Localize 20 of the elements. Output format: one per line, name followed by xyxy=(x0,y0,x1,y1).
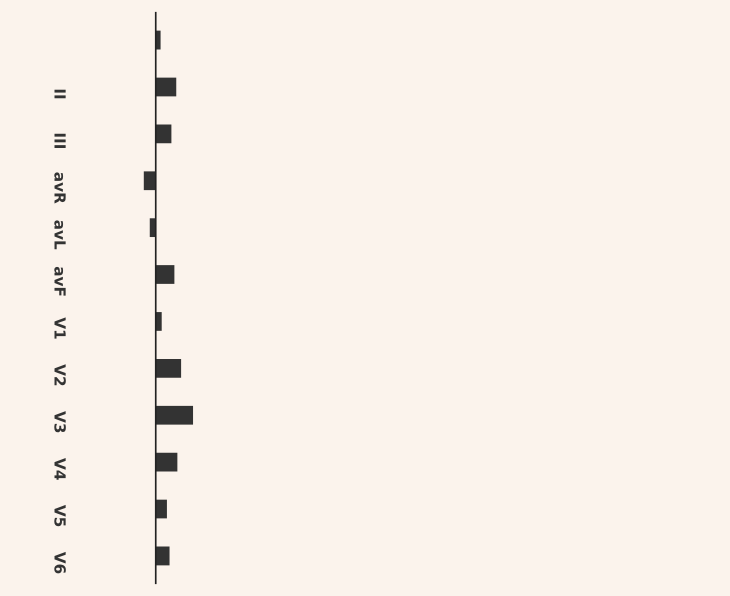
bar xyxy=(156,406,194,425)
bar xyxy=(156,500,167,518)
bar xyxy=(156,358,182,378)
bar xyxy=(156,546,170,566)
bar xyxy=(156,78,176,96)
y-tick-label: II xyxy=(54,90,66,98)
y-tick-label: V5 xyxy=(54,504,66,526)
y-tick-label: avF xyxy=(54,266,66,296)
y-tick-label: V3 xyxy=(54,411,66,432)
y-tick-label: III xyxy=(54,134,66,148)
y-tick-label: V2 xyxy=(54,364,66,386)
y-tick-label: V4 xyxy=(54,458,66,480)
bar xyxy=(156,452,178,472)
y-tick-label: avL xyxy=(54,220,66,250)
y-tick-label: V6 xyxy=(54,552,66,574)
y-tick-label: V1 xyxy=(54,317,66,339)
bar xyxy=(144,171,156,190)
y-tick-label: avR xyxy=(54,172,66,204)
bar xyxy=(156,124,172,144)
bar xyxy=(156,265,174,284)
